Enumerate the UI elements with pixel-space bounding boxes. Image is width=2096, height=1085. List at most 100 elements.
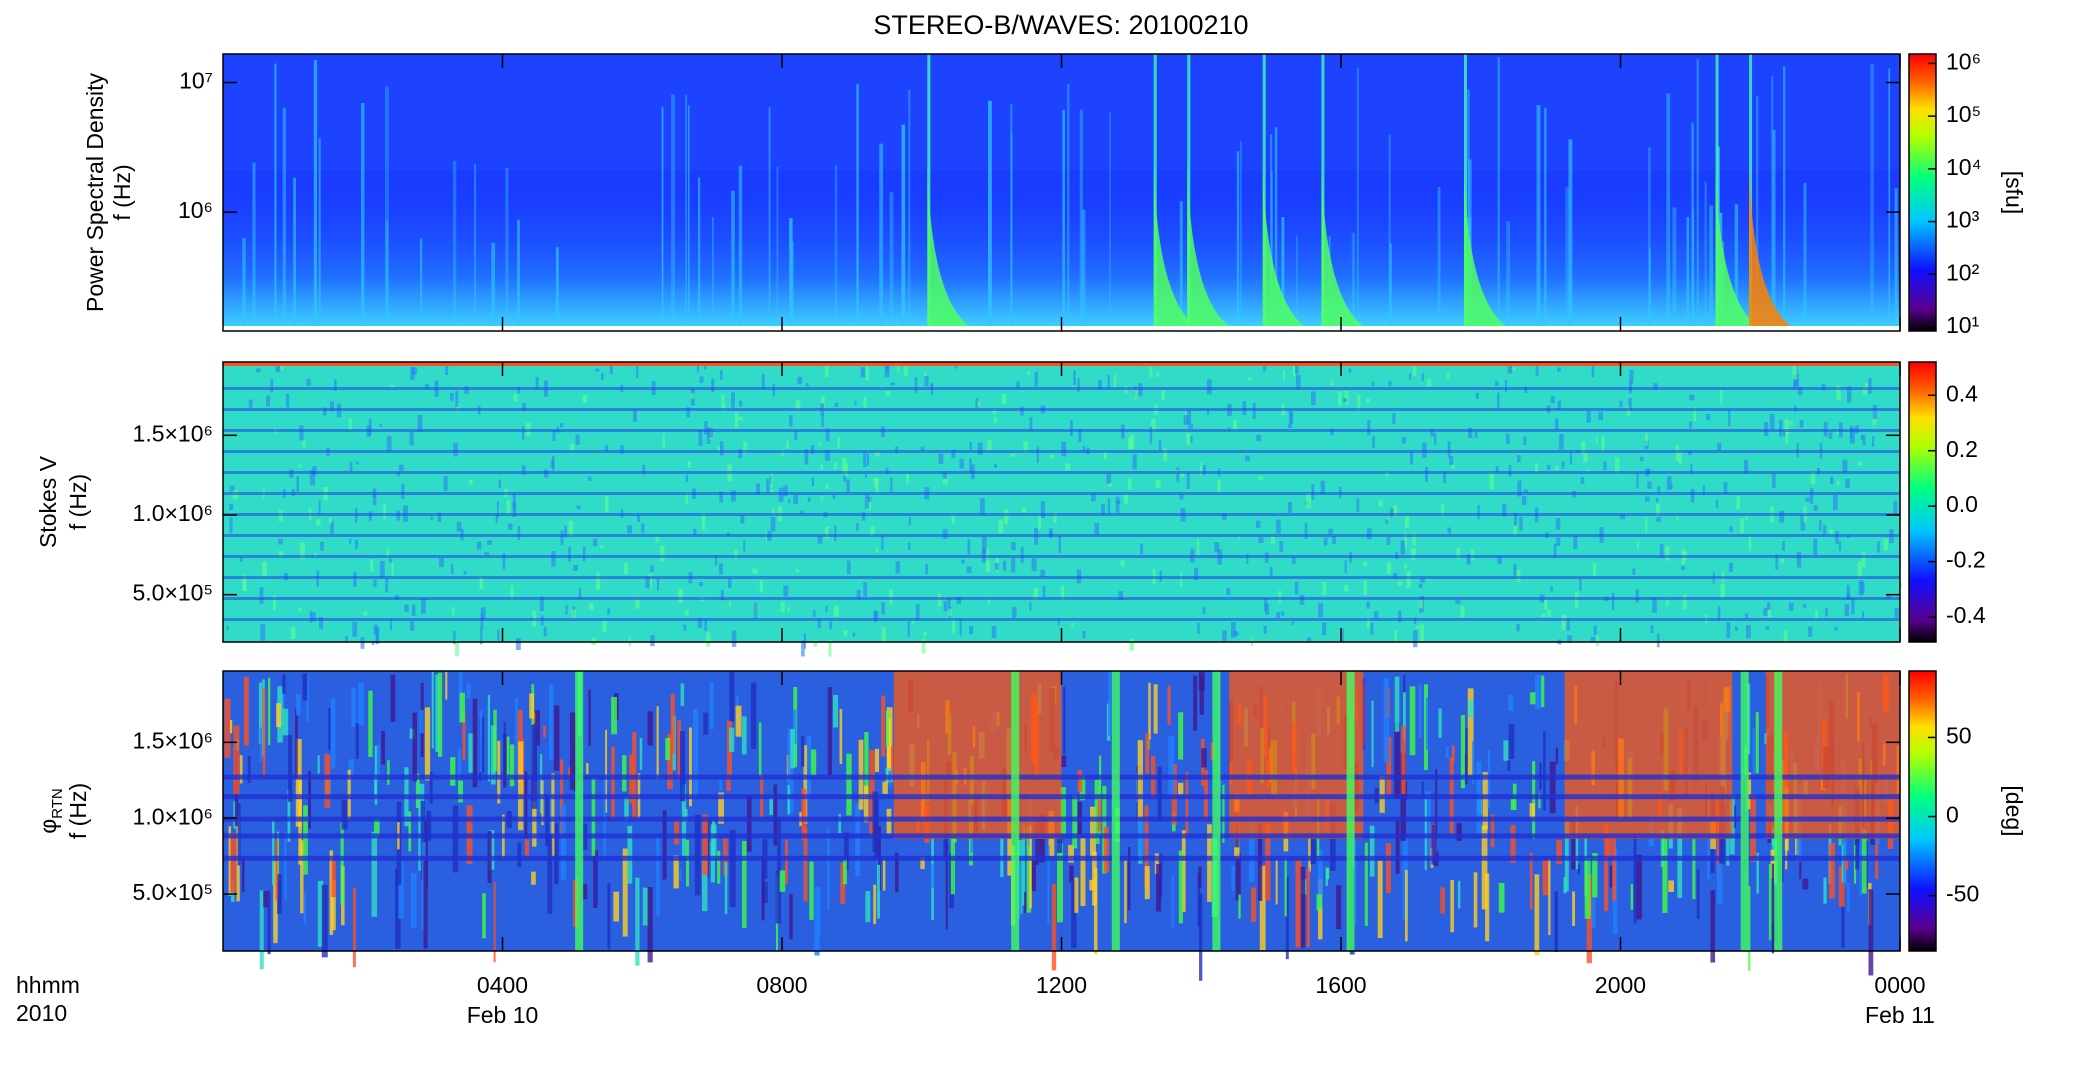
- spectrogram-image: [1849, 427, 1855, 444]
- spectrogram-image: [424, 707, 431, 781]
- spectrogram-image: [1862, 434, 1866, 446]
- spectrogram-image: [942, 476, 948, 485]
- spectrogram-image: [979, 498, 985, 516]
- spectrogram-image: [582, 546, 586, 562]
- spectrogram-image: [1513, 564, 1517, 576]
- spectrogram-image: [355, 461, 359, 465]
- spectrogram-image: [701, 512, 706, 530]
- spectrogram-image: [717, 850, 721, 884]
- spectrogram-image: [1363, 561, 1368, 567]
- spectrogram-image: [927, 164, 978, 331]
- spectrogram-image: [445, 362, 448, 375]
- spectrogram-image: [825, 428, 830, 442]
- spectrogram-image: [975, 398, 979, 408]
- spectrogram-image: [319, 616, 324, 630]
- spectrogram-image: [698, 429, 703, 446]
- spectrogram-image: [1477, 505, 1480, 520]
- spectrogram-image: [451, 606, 455, 615]
- spectrogram-image: [1647, 147, 1651, 331]
- spectrogram-image: [1691, 122, 1694, 331]
- colorbar: [1908, 670, 1937, 952]
- spectrogram-image: [1645, 516, 1648, 533]
- spectrogram-image: [686, 407, 691, 418]
- spectrogram-image: [560, 804, 567, 880]
- spectrogram-image: [272, 595, 276, 610]
- spectrogram-image: [1373, 611, 1379, 619]
- spectrogram-image: [1853, 824, 1857, 884]
- spectrogram-image: [459, 692, 465, 723]
- spectrogram-image: [243, 676, 249, 746]
- spectrogram-image: [1133, 389, 1138, 400]
- spectrogram-image: [1696, 59, 1699, 331]
- spectrogram-image: [1050, 454, 1055, 459]
- spectrogram-image: [677, 720, 681, 780]
- spectrogram-image: [1668, 880, 1674, 892]
- spectrogram-image: [533, 723, 537, 782]
- spectrogram-image: [552, 430, 556, 441]
- spectrogram-image: [1067, 83, 1070, 331]
- spectrogram-image: [1366, 601, 1370, 609]
- spectrogram-image: [688, 727, 692, 807]
- spectrogram-image: [1063, 686, 1066, 755]
- spectrogram-image: [1726, 622, 1731, 639]
- spectrogram-image: [385, 578, 389, 593]
- spectrogram-image: [636, 515, 641, 522]
- spectrogram-image: [282, 674, 286, 694]
- spectrogram-image: [282, 107, 286, 331]
- spectrogram-image: [872, 791, 878, 852]
- spectrogram-image: [1601, 435, 1605, 452]
- spectrogram-image: [623, 563, 629, 575]
- spectrogram-image: [1098, 379, 1102, 390]
- spectrogram-image: [670, 693, 675, 755]
- spectrogram-image: [576, 505, 581, 510]
- spectrogram-image: [1179, 572, 1183, 587]
- spectrogram-image: [1265, 823, 1271, 901]
- spectrogram-image: [1404, 564, 1408, 569]
- spectrogram-image: [1300, 866, 1306, 948]
- spectrogram-image: [1543, 731, 1546, 811]
- spectrogram-image: [1659, 543, 1664, 558]
- spectrogram-image: [1270, 134, 1273, 331]
- spectrogram-image: [791, 241, 794, 331]
- spectrogram-image: [1445, 746, 1449, 758]
- spectrogram-image: [1446, 372, 1450, 379]
- spectrogram-image: [595, 850, 599, 906]
- spectrogram-image: [1435, 769, 1438, 840]
- spectrogram-image: [1259, 865, 1266, 951]
- spectrogram-image: [420, 800, 425, 880]
- spectrogram-image: [1338, 391, 1342, 407]
- spectrogram-image: [1467, 89, 1470, 331]
- spectrogram-image: [1418, 598, 1423, 609]
- spectrogram-image: [1128, 847, 1131, 911]
- spectrogram-image: [1672, 207, 1677, 331]
- spectrogram-image: [1693, 407, 1697, 422]
- spectrogram-image: [607, 883, 611, 950]
- y-tick-label: 1.5×10⁶: [133, 420, 213, 446]
- spectrogram-image: [535, 376, 539, 389]
- spectrogram-image: [1640, 456, 1644, 462]
- spectrogram-image: [1636, 542, 1639, 550]
- spectrogram-image: [1425, 791, 1431, 858]
- spectrogram-image: [800, 510, 805, 514]
- spectrogram-image: [1377, 860, 1383, 939]
- spectrogram-image: [569, 443, 575, 452]
- spectrogram-image: [512, 502, 517, 518]
- spectrogram-image: [349, 461, 353, 472]
- spectrogram-image: [908, 89, 911, 331]
- spectrogram-image: [1779, 510, 1785, 523]
- spectrogram-image: [287, 790, 291, 842]
- spectrogram-image: [1386, 843, 1391, 894]
- spectrogram-image: [295, 707, 298, 779]
- spectrogram-image: [278, 538, 283, 545]
- spectrogram-image: [885, 391, 891, 397]
- spectrogram-image: [360, 637, 365, 649]
- spectrogram-image: [720, 370, 723, 380]
- spectrogram-image: [1553, 543, 1557, 558]
- spectrogram-image: [738, 165, 743, 331]
- spectrogram-image: [785, 839, 788, 884]
- spectrogram-image: [821, 414, 824, 428]
- spectrogram-image: [684, 609, 689, 616]
- spectrogram-image: [1144, 805, 1149, 888]
- spectrogram-image: [1029, 417, 1033, 431]
- spectrogram-image: [985, 548, 989, 560]
